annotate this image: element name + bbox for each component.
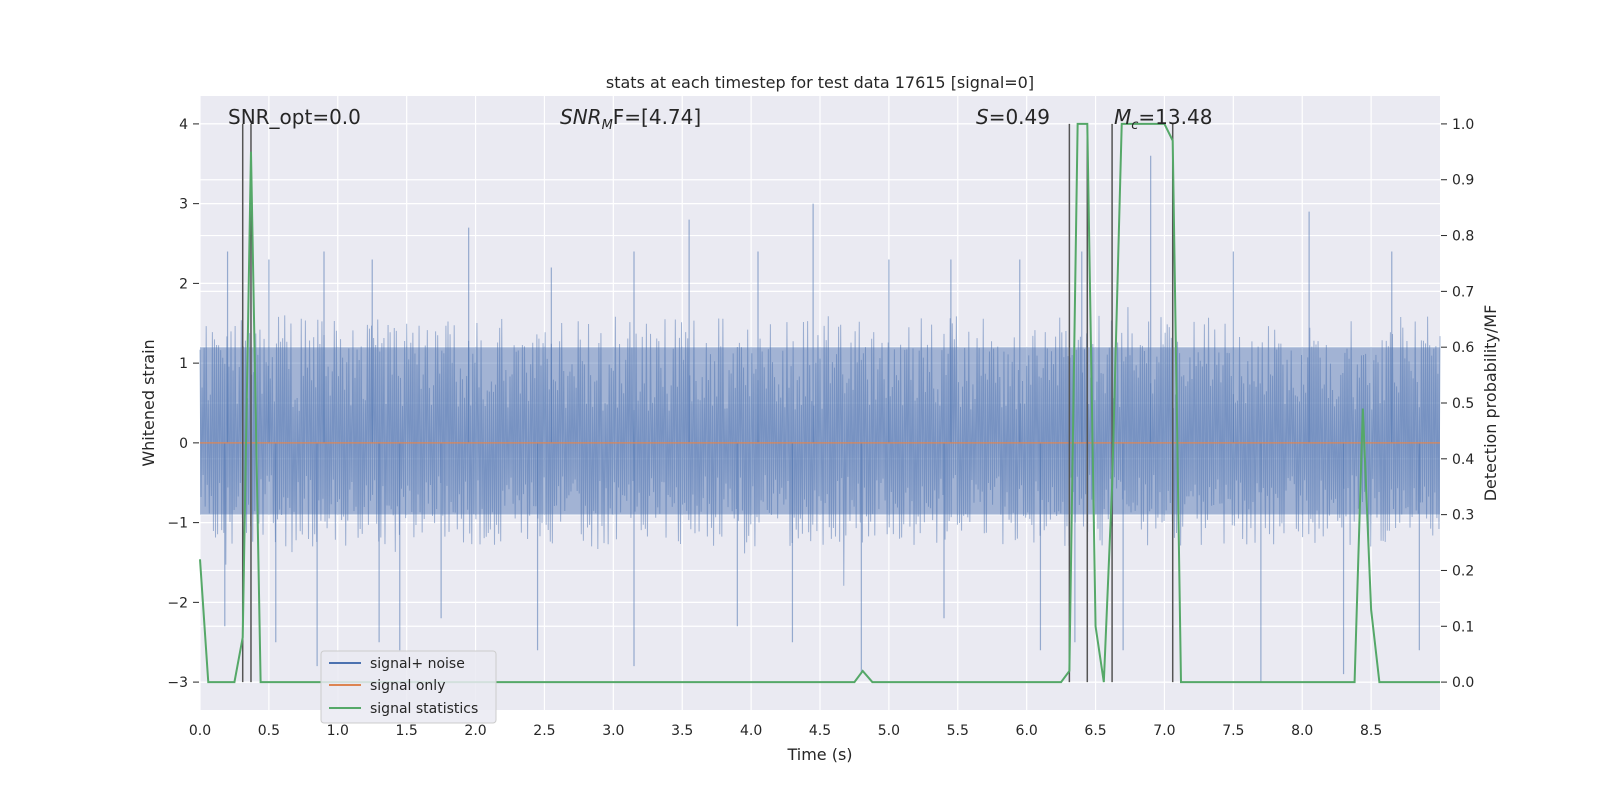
- x-tick-label: 0.5: [258, 723, 280, 739]
- y2-tick-label: 0.3: [1452, 508, 1474, 524]
- y-tick-label: 2: [179, 276, 188, 292]
- signal-statistics-line: [199, 122, 1440, 684]
- x-tick-label: 5.0: [878, 723, 900, 739]
- y2-tick-label: 0.5: [1452, 396, 1474, 412]
- y-axis-label: Whitened strain: [139, 339, 158, 466]
- y2-tick-label: 0.1: [1452, 619, 1474, 635]
- legend-label-signal-noise: signal+ noise: [370, 656, 465, 672]
- y-tick-label: 0: [179, 436, 188, 452]
- x-tick-label: 2.5: [533, 723, 555, 739]
- y2-tick-label: 0.4: [1452, 452, 1474, 468]
- x-tick-label: 5.5: [947, 723, 969, 739]
- chart-title: stats at each timestep for test data 176…: [606, 73, 1034, 92]
- series-signal-noise: [199, 155, 1441, 683]
- y-tick-label: 4: [179, 117, 188, 133]
- x-tick-label: 7.5: [1222, 723, 1244, 739]
- x-axis-label: Time (s): [786, 745, 852, 764]
- y2-tick-label: 0.8: [1452, 229, 1474, 245]
- y-tick-label: −3: [167, 675, 188, 691]
- x-tick-label: 8.0: [1291, 723, 1313, 739]
- y-tick-label: −1: [167, 516, 188, 532]
- y-tick-label: 3: [179, 197, 188, 213]
- x-tick-label: 7.0: [1153, 723, 1175, 739]
- y2-tick-label: 0.2: [1452, 563, 1474, 579]
- x-tick-label: 0.0: [189, 723, 211, 739]
- x-tick-label: 6.5: [1084, 723, 1106, 739]
- x-tick-label: 2.0: [464, 723, 486, 739]
- noise-band: [200, 347, 1440, 515]
- legend-label-signal-statistics: signal statistics: [370, 701, 478, 717]
- x-tick-label: 4.0: [740, 723, 762, 739]
- y2-tick-label: 1.0: [1452, 117, 1474, 133]
- legend: signal+ noise signal only signal statist…: [320, 650, 497, 724]
- annotation-mc: Mc=13.48: [1114, 105, 1212, 133]
- x-tick-label: 3.5: [671, 723, 693, 739]
- series-signal-statistics: [199, 122, 1440, 684]
- y2-tick-label: 0.6: [1452, 340, 1474, 356]
- legend-box: [320, 650, 497, 724]
- y2-tick-label: 0.9: [1452, 173, 1474, 189]
- y-tick-label: 1: [179, 356, 188, 372]
- annotation-snr-opt: SNR_opt=0.0: [228, 105, 361, 129]
- x-tick-label: 4.5: [809, 723, 831, 739]
- annotation-snr-mf: SNRMF=[4.74]: [560, 105, 701, 133]
- legend-label-signal-only: signal only: [370, 678, 445, 694]
- y2-tick-label: 0.7: [1452, 284, 1474, 300]
- x-tick-label: 8.5: [1360, 723, 1382, 739]
- y2-tick-label: 0.0: [1452, 675, 1474, 691]
- x-tick-label: 1.0: [327, 723, 349, 739]
- annotation-s: S=0.49: [976, 105, 1050, 129]
- x-tick-label: 6.0: [1016, 723, 1038, 739]
- y2-axis-label: Detection probability/MF: [1481, 305, 1500, 502]
- y-tick-label: −2: [167, 595, 188, 611]
- x-tick-label: 1.5: [396, 723, 418, 739]
- x-tick-label: 3.0: [602, 723, 624, 739]
- tick-labels: 0.0 0.5 1.0 1.5 2.0 2.5 3.0 3.5 4.0 4.5 5.0 5.5 6.0 6…: [167, 117, 1474, 739]
